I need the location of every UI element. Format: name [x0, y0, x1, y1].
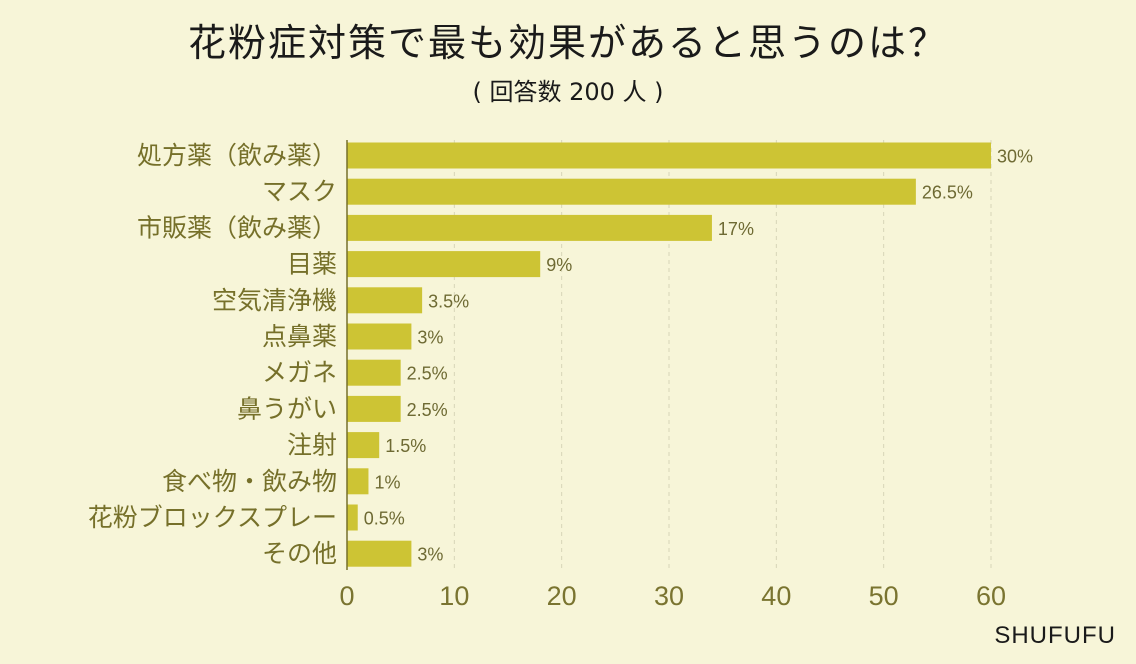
- category-label: その他: [262, 539, 337, 568]
- x-tick-label: 10: [439, 581, 469, 611]
- value-label: 2.5%: [407, 400, 448, 420]
- category-label: 空気清浄機: [212, 286, 337, 315]
- value-label: 1.5%: [385, 436, 426, 456]
- bar: [347, 504, 358, 531]
- x-tick-label: 40: [761, 581, 791, 611]
- category-label: 食べ物・飲み物: [162, 467, 337, 496]
- value-label: 0.5%: [364, 509, 405, 529]
- category-label: 市販薬（飲み薬）: [137, 213, 337, 242]
- category-label: メガネ: [262, 358, 337, 387]
- value-label: 3%: [417, 328, 443, 348]
- value-label: 3%: [417, 545, 443, 565]
- bar: [347, 468, 369, 495]
- value-label: 3.5%: [428, 291, 469, 311]
- category-label: 点鼻薬: [262, 322, 337, 351]
- bar: [347, 178, 916, 205]
- bar: [347, 395, 401, 422]
- x-tick-label: 20: [547, 581, 577, 611]
- bar: [347, 359, 401, 386]
- x-tick-label: 50: [869, 581, 899, 611]
- category-label: 花粉ブロックスプレー: [88, 503, 337, 532]
- chart-subtitle: ( 回答数 200 人 ): [472, 78, 664, 106]
- category-label: 注射: [287, 431, 337, 460]
- value-label: 26.5%: [922, 183, 973, 203]
- x-tick-label: 60: [976, 581, 1006, 611]
- category-label: 鼻うがい: [237, 394, 337, 423]
- bar: [347, 323, 412, 350]
- bar: [347, 142, 991, 169]
- category-label: 処方薬（飲み薬）: [137, 141, 337, 170]
- bar: [347, 432, 380, 459]
- chart-title: 花粉症対策で最も効果があると思うのは？: [187, 21, 948, 65]
- category-label: 目薬: [287, 250, 337, 279]
- bar: [347, 287, 423, 314]
- bar: [347, 214, 712, 241]
- value-label: 17%: [718, 219, 754, 239]
- category-label: マスク: [262, 177, 337, 206]
- value-label: 2.5%: [407, 364, 448, 384]
- value-label: 9%: [546, 255, 572, 275]
- brand-logo: SHUFUFU: [994, 622, 1116, 649]
- x-tick-label: 0: [339, 581, 354, 611]
- x-tick-label: 30: [654, 581, 684, 611]
- value-label: 30%: [997, 147, 1033, 167]
- bar: [347, 540, 412, 567]
- bar: [347, 251, 541, 278]
- value-label: 1%: [374, 472, 400, 492]
